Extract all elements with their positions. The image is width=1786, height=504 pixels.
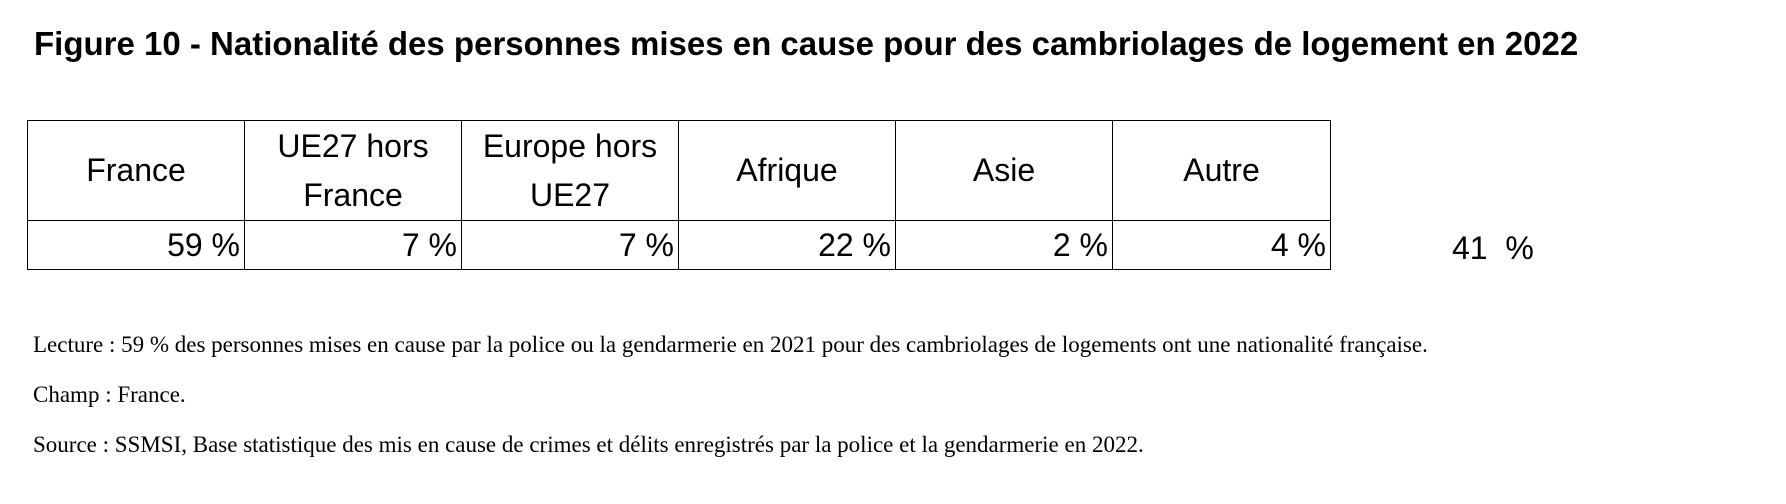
header-row: France UE27 hors France Europe hors UE27… bbox=[27, 120, 1331, 221]
header-cell-autre: Autre bbox=[1112, 120, 1331, 221]
note-champ: Champ : France. bbox=[33, 382, 186, 407]
nationality-table: France UE27 hors France Europe hors UE27… bbox=[27, 120, 1331, 270]
value-cell-afrique: 22 % bbox=[678, 220, 896, 270]
value-cell-ue27-hors-france: 7 % bbox=[244, 220, 462, 270]
header-cell-ue27-hors-france: UE27 hors France bbox=[244, 120, 462, 221]
extra-percentage: 41 % bbox=[1452, 230, 1534, 266]
value-row: 59 % 7 % 7 % 22 % 2 % 4 % bbox=[27, 220, 1331, 270]
figure-title: Figure 10 - Nationalité des personnes mi… bbox=[34, 25, 1579, 62]
note-source: Source : SSMSI, Base statistique des mis… bbox=[33, 432, 1144, 457]
value-cell-autre: 4 % bbox=[1112, 220, 1331, 270]
header-cell-europe-hors-ue27: Europe hors UE27 bbox=[461, 120, 679, 221]
note-lecture: Lecture : 59 % des personnes mises en ca… bbox=[33, 332, 1428, 357]
header-cell-asie: Asie bbox=[895, 120, 1113, 221]
value-cell-europe-hors-ue27: 7 % bbox=[461, 220, 679, 270]
value-cell-france: 59 % bbox=[27, 220, 245, 270]
header-cell-afrique: Afrique bbox=[678, 120, 896, 221]
header-cell-france: France bbox=[27, 120, 245, 221]
value-cell-asie: 2 % bbox=[895, 220, 1113, 270]
